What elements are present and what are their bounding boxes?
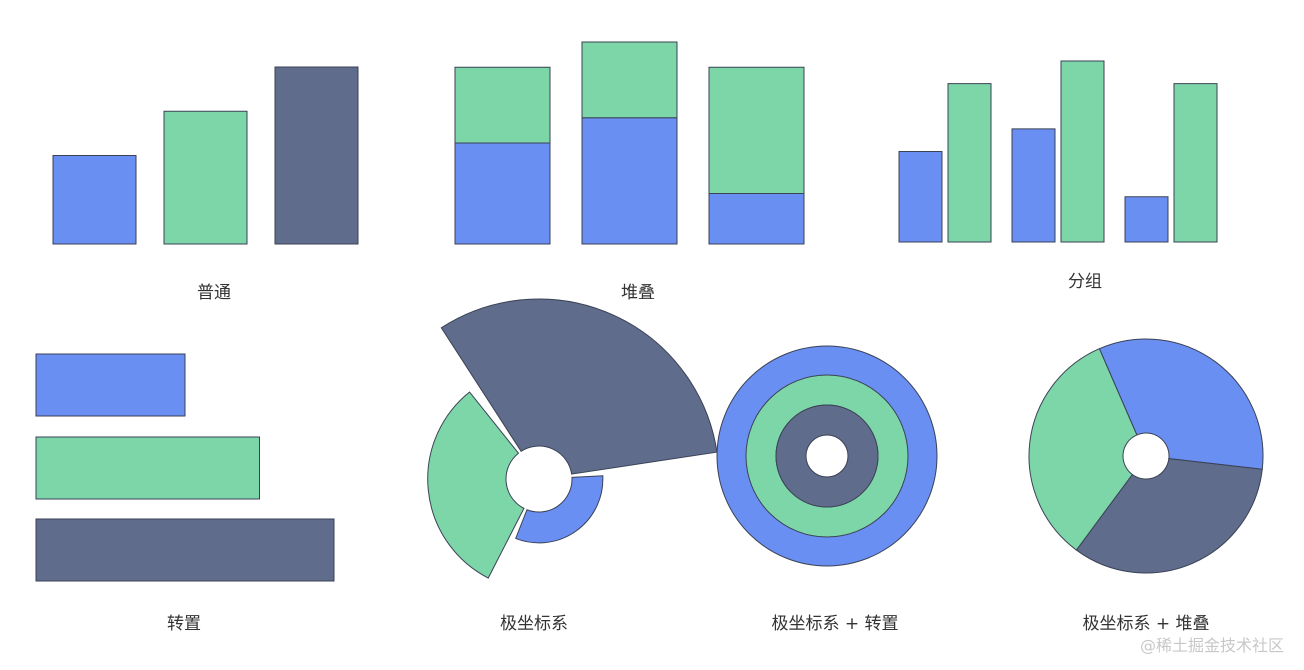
caption-polar: 极坐标系: [500, 614, 568, 634]
bar-normal-C: [274, 66, 359, 245]
polar-ring-C: [775, 404, 879, 508]
polar-ring-B: [745, 374, 909, 538]
bar-horizontal-C: [35, 518, 335, 582]
caption-stacked: 堆叠: [621, 283, 655, 303]
bar-stacked-B-2: [581, 41, 678, 119]
bar-stacked-A-1: [454, 142, 551, 245]
polar-sector-C: [440, 298, 718, 475]
bar-grouped-C-1: [1124, 196, 1169, 243]
donut-slice-B: [1075, 458, 1263, 574]
caption-polar-transpose: 极坐标系 + 转置: [771, 614, 899, 634]
bar-normal-A: [52, 155, 137, 245]
bar-grouped-A-2: [947, 83, 992, 243]
bar-grouped-B-2: [1060, 60, 1105, 243]
bar-stacked-B-1: [581, 117, 678, 245]
caption-polar-stack: 极坐标系 + 堆叠: [1082, 614, 1210, 634]
donut-slice-C: [1028, 348, 1138, 551]
donut-slice-A: [1098, 338, 1264, 470]
bar-normal-B: [163, 110, 248, 245]
bar-horizontal-B: [35, 436, 260, 500]
bar-grouped-A-1: [898, 151, 943, 243]
bar-grouped-C-2: [1173, 83, 1218, 243]
polar-sector-A: [515, 475, 604, 544]
watermark: @稀土掘金技术社区: [1139, 636, 1284, 655]
bar-stacked-C-1: [708, 193, 805, 245]
polar-sector-B: [427, 391, 525, 579]
caption-transposed: 转置: [167, 614, 201, 634]
caption-grouped: 分组: [1068, 272, 1102, 292]
bar-grouped-B-1: [1011, 128, 1056, 243]
bar-stacked-A-2: [454, 66, 551, 144]
bar-horizontal-A: [35, 353, 186, 417]
caption-normal: 普通: [197, 283, 231, 303]
bar-stacked-C-2: [708, 66, 805, 194]
